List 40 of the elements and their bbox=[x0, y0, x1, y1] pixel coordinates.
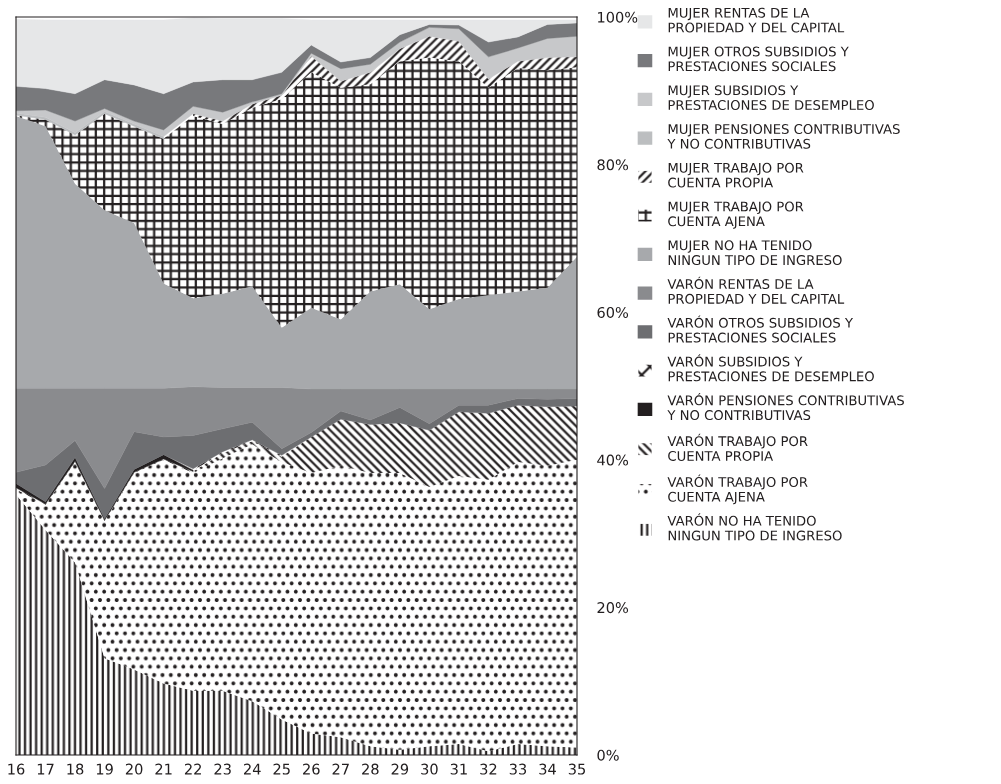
x-tick-label: 22 bbox=[184, 763, 201, 775]
y-tick-label: 20% bbox=[597, 602, 629, 614]
x-tick-label: 34 bbox=[539, 763, 556, 775]
x-tick-label: 35 bbox=[568, 763, 585, 775]
x-tick-label: 32 bbox=[480, 763, 497, 775]
legend-label: VARÓN PENSIONES CONTRIBUTIVAS Y NO CONTRIBUTIVAS bbox=[667, 392, 904, 421]
x-tick-label: 21 bbox=[155, 763, 172, 775]
x-tick-label: 33 bbox=[509, 763, 527, 775]
x-tick-label: 20 bbox=[125, 763, 143, 775]
legend-label: VARÓN TRABAJO POR CUENTA PROPIA bbox=[667, 433, 808, 461]
legend-label: VARÓN RENTAS DE LA PROPIEDAD Y DEL CAPITAL bbox=[667, 276, 845, 304]
legend-label: MUJER PENSIONES CONTRIBUTIVAS Y NO CONTRIBUTIVAS bbox=[667, 124, 900, 149]
x-tick-label: 16 bbox=[8, 763, 25, 775]
legend-label: VARÓN SUBSIDIOS Y PRESTACIONES DE DESEMPLEO bbox=[667, 354, 874, 382]
legend-label: VARÓN OTROS SUBSIDIOS Y PRESTACIONES SOCIALES bbox=[667, 315, 854, 343]
legend-label: VARÓN TRABAJO POR CUENTA AJENA bbox=[667, 474, 808, 505]
legend-label: MUJER TRABAJO POR CUENTA AJENA bbox=[668, 201, 804, 229]
y-tick-label: 80% bbox=[597, 159, 629, 171]
legend-label: MUJER RENTAS DE LA PROPIEDAD Y DEL CAPITAL bbox=[668, 7, 845, 33]
x-tick-label: 30 bbox=[421, 763, 438, 775]
x-tick-label: 28 bbox=[362, 763, 379, 775]
x-tick-label: 25 bbox=[273, 763, 290, 775]
x-tick-label: 31 bbox=[450, 763, 467, 775]
y-tick-label: 60% bbox=[597, 306, 629, 318]
y-tick-label: 40% bbox=[597, 454, 629, 466]
legend-label: MUJER NO HA TENIDO NINGUN TIPO DE INGRESO bbox=[668, 240, 842, 266]
x-tick-label: 26 bbox=[303, 763, 320, 775]
y-tick-label: 100% bbox=[598, 11, 638, 23]
x-tick-label: 23 bbox=[214, 763, 231, 775]
x-tick-label: 17 bbox=[37, 763, 54, 775]
legend-label: MUJER TRABAJO POR CUENTA PROPIA bbox=[668, 162, 804, 188]
x-tick-label: 18 bbox=[67, 763, 84, 775]
x-tick-label: 29 bbox=[391, 763, 409, 775]
x-tick-label: 27 bbox=[332, 763, 349, 775]
legend-label: MUJER SUBSIDIOS Y PRESTACIONES DE DESEMPLEO bbox=[668, 85, 874, 111]
x-tick-label: 24 bbox=[244, 763, 261, 775]
legend-label: VARÓN NO HA TENIDO NINGUN TIPO DE INGRESO bbox=[667, 513, 842, 541]
legend-label: MUJER OTROS SUBSIDIOS Y PRESTACIONES SOCIALES bbox=[668, 46, 849, 72]
x-tick-label: 19 bbox=[96, 763, 113, 775]
y-tick-label: 0% bbox=[597, 749, 619, 761]
